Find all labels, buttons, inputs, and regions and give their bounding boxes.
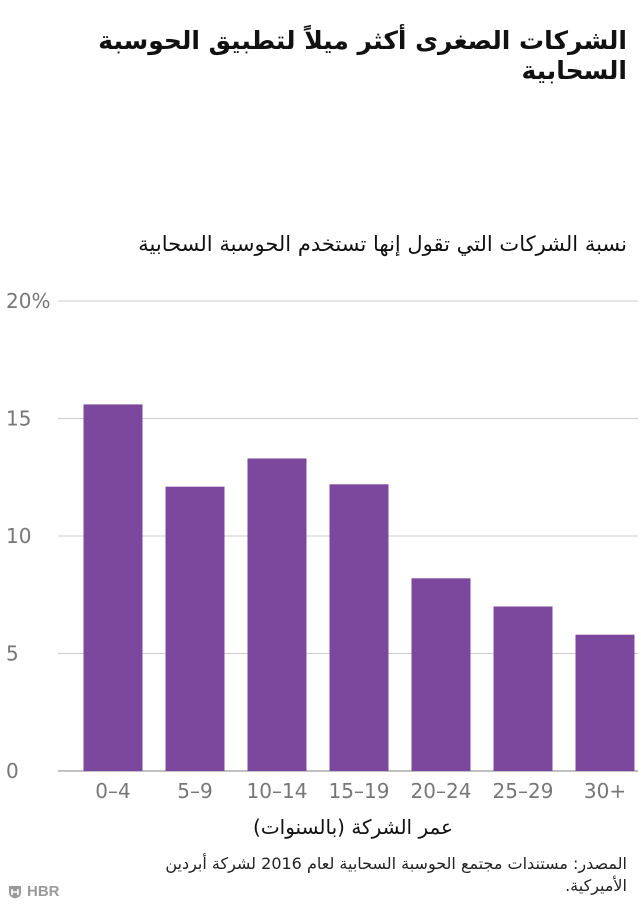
bar-30+ [575,634,635,771]
x-tick-label: 15–19 [329,779,390,803]
y-tick-labels: 0 5 10 15 20% [6,289,50,783]
bar-15–19 [329,484,389,771]
y-tick-label: 20% [6,289,50,313]
source-note: المصدر: مستندات مجتمع الحوسبة السحابية ل… [165,854,627,895]
bar-20–24 [411,578,471,771]
x-axis-label: عمر الشركة (بالسنوات) [253,815,453,839]
x-tick-label: 0–4 [95,779,130,803]
x-tick-label: 5–9 [177,779,212,803]
x-tick-label: 10–14 [247,779,308,803]
y-axis-label: نسبة الشركات التي تقول إنها تستخدم الحوس… [138,232,627,256]
logo-text: HBR [27,883,60,900]
y-tick-label: 5 [6,642,19,666]
y-tick-label: 0 [6,759,19,783]
bar-5–9 [165,486,225,771]
bar-25–29 [493,606,553,771]
x-tick-label: 20–24 [411,779,472,803]
chart-title: الشركات الصغرى أكثر ميلاً لتطبيق الحوسبة… [98,26,627,85]
hbr-logo: HBR [8,883,60,900]
bar-10–14 [247,458,307,771]
bar-0–4 [83,404,143,771]
y-tick-label: 15 [6,407,31,431]
x-tick-label: 25–29 [493,779,554,803]
bars [83,404,635,771]
x-tick-label: 30+ [584,779,626,803]
hbr-shield-icon [9,885,21,898]
y-tick-label: 10 [6,524,31,548]
x-tick-labels: 0–4 5–9 10–14 15–19 20–24 25–29 30+ [95,779,626,803]
